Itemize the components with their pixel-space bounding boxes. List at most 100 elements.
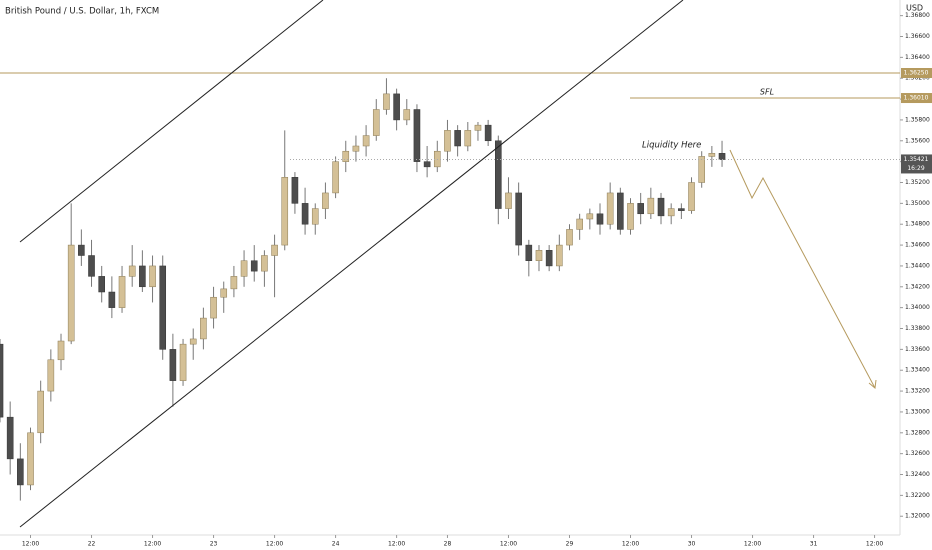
candle-body: [383, 93, 390, 110]
x-tick-label: 30: [688, 541, 696, 548]
y-tick-label: 1.36800: [905, 12, 930, 19]
candle-body: [57, 340, 65, 361]
level-label: 1.36250: [904, 70, 929, 77]
x-tick-label: 12:00: [388, 541, 405, 548]
candle-body: [688, 182, 695, 211]
y-tick-label: 1.33400: [905, 367, 930, 374]
candle-body: [566, 229, 573, 246]
y-tick-label: 1.36200: [905, 75, 930, 82]
candle-body: [596, 213, 604, 225]
y-tick-label: 1.35200: [905, 179, 930, 186]
candle-body: [657, 197, 665, 217]
level-label: 1.36010: [904, 95, 929, 102]
forecast-arrow: [868, 379, 877, 389]
candle-body: [505, 192, 512, 209]
candle-body: [169, 349, 177, 381]
forecast-path: [729, 149, 876, 389]
candle-body: [352, 145, 360, 152]
candle-body: [281, 177, 289, 246]
y-tick-label: 1.36600: [905, 33, 930, 40]
candle-body: [393, 93, 400, 121]
candle-body: [149, 265, 156, 288]
x-tick-label: 12:00: [744, 541, 761, 548]
candle-body: [525, 244, 533, 261]
x-tick-label: 24: [332, 541, 340, 548]
candle-body: [179, 343, 187, 381]
y-tick-label: 1.35600: [905, 137, 930, 144]
y-tick-label: 1.35000: [905, 200, 930, 207]
annotation: Liquidity Here: [642, 141, 701, 151]
candle-body: [200, 317, 207, 340]
candle-body: [627, 203, 634, 230]
candle-body: [37, 390, 44, 434]
candle-body: [210, 296, 217, 319]
candle-body: [698, 156, 705, 183]
channel-line: [19, 0, 684, 528]
x-tick-label: 29: [566, 541, 574, 548]
x-tick-label: 12:00: [266, 541, 283, 548]
x-tick-label: 12:00: [622, 541, 639, 548]
candle-body: [474, 124, 482, 131]
level-name: SFL: [760, 88, 774, 97]
candle-body: [128, 265, 136, 277]
candle-body: [88, 255, 95, 277]
candle-body: [47, 359, 55, 392]
candle-body: [556, 244, 563, 267]
candle-body: [271, 244, 278, 256]
candle-body: [718, 153, 726, 160]
y-tick-label: 1.36400: [905, 54, 930, 61]
candle-body: [576, 218, 583, 230]
candle-body: [444, 130, 451, 152]
candle-body: [220, 288, 228, 298]
candle-body: [250, 260, 258, 272]
candle-body: [108, 291, 116, 308]
currency-label: USD: [906, 4, 923, 13]
candle-body: [332, 161, 339, 194]
candle-body: [637, 203, 644, 215]
y-tick-label: 1.32400: [905, 471, 930, 478]
x-tick-label: 22: [88, 541, 96, 548]
candle-body: [342, 150, 350, 162]
candle-body: [17, 458, 24, 486]
chart-title: British Pound / U.S. Dollar, 1h, FXCM: [5, 7, 159, 17]
x-tick-label: 12:00: [866, 541, 883, 548]
candle-body: [403, 109, 411, 121]
y-tick-label: 1.32800: [905, 429, 930, 436]
level-tag: [901, 93, 932, 104]
y-tick-label: 1.35800: [905, 116, 930, 123]
y-tick-label: 1.33200: [905, 388, 930, 395]
candle-body: [667, 208, 675, 217]
candle-body: [189, 338, 197, 345]
y-tick-label: 1.33800: [905, 325, 930, 332]
candle-body: [454, 130, 461, 147]
candle-body: [617, 192, 624, 230]
channel-line: [19, 0, 324, 243]
candle-body: [98, 276, 105, 293]
x-tick-label: 28: [444, 541, 452, 548]
x-tick-label: 12:00: [500, 541, 517, 548]
candle-body: [118, 276, 126, 308]
candle-body: [535, 250, 543, 261]
candle-body: [261, 255, 268, 272]
last-price-tag: [901, 154, 932, 174]
candle-body: [301, 203, 309, 225]
y-tick-label: 1.34200: [905, 283, 930, 290]
candle-body: [0, 343, 4, 418]
candle-body: [291, 177, 299, 204]
candle-body: [423, 161, 431, 168]
candle-body: [139, 265, 146, 288]
candle-body: [240, 260, 248, 277]
countdown-label: 16:29: [907, 165, 924, 172]
x-tick-label: 12:00: [144, 541, 161, 548]
candle-body: [413, 109, 421, 162]
candle-body: [515, 192, 522, 246]
y-tick-label: 1.34000: [905, 304, 930, 311]
candle-body: [67, 244, 75, 342]
candle-body: [464, 130, 472, 147]
candle-body: [484, 124, 492, 142]
candle-body: [545, 250, 553, 267]
candle-body: [159, 265, 167, 350]
candle-body: [586, 213, 594, 220]
candle-body: [372, 109, 380, 136]
